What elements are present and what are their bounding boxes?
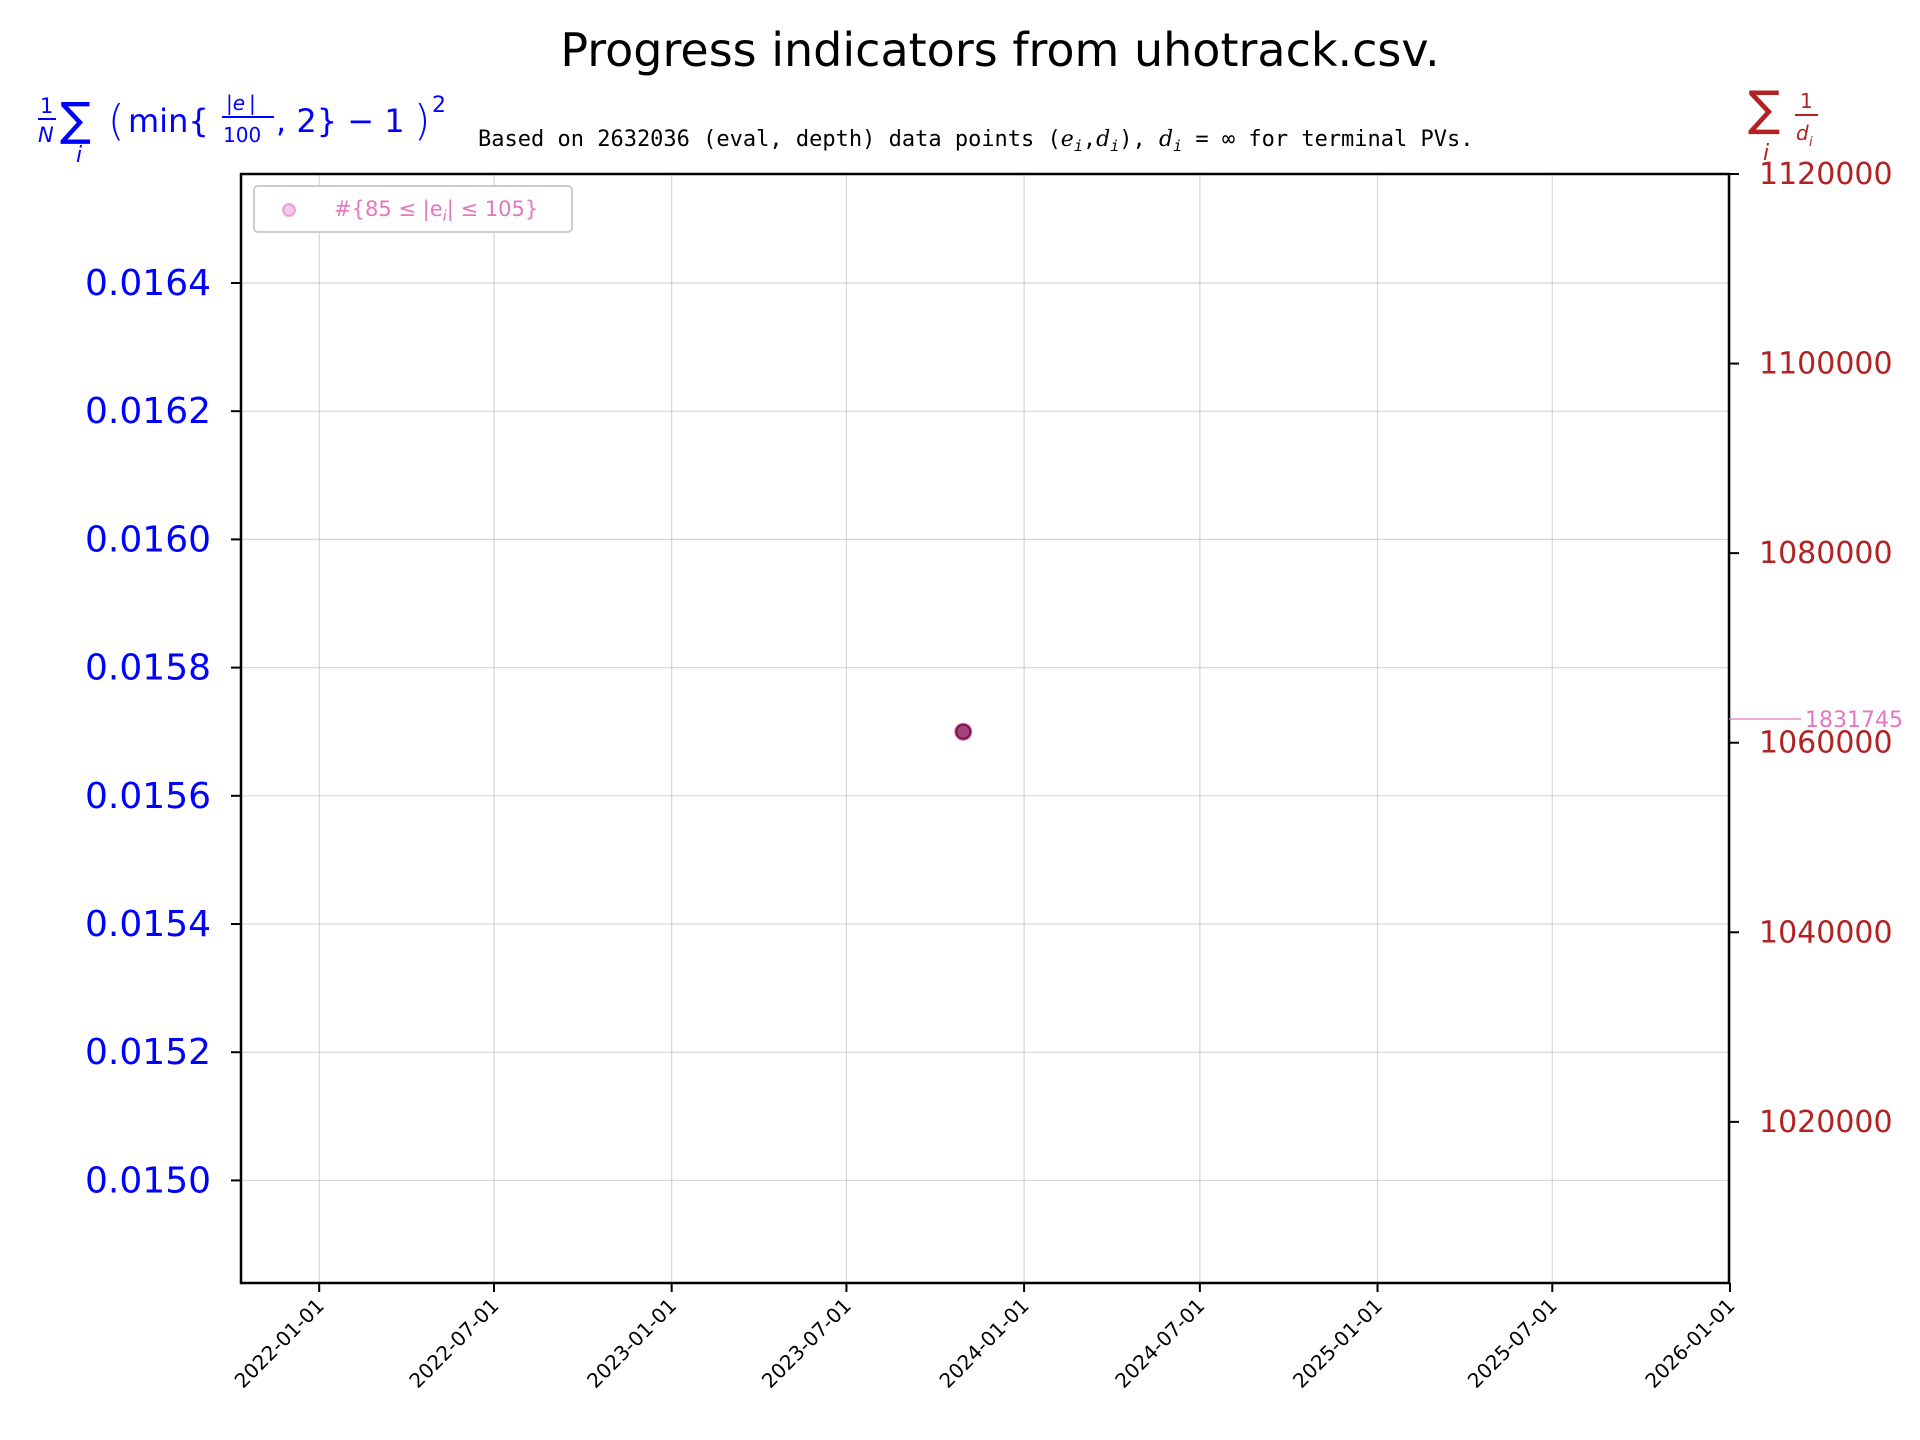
svg-text:N: N	[38, 123, 54, 147]
left-tick-label: 0.0150	[85, 1160, 211, 1201]
svg-text:i: i	[1809, 135, 1813, 150]
x-tick-label: 2023-07-01	[757, 1294, 856, 1393]
x-tick-label: 2025-01-01	[1288, 1294, 1387, 1393]
right-tick-label: 1020000	[1759, 1105, 1893, 1140]
svg-text:(: (	[108, 96, 124, 145]
svg-text:|e: |e	[226, 91, 245, 115]
left-tick-label: 0.0152	[85, 1032, 211, 1073]
svg-text:2: 2	[432, 93, 446, 118]
left-axis-label: 1 N ∑ i ( min{ |e | 100 , 2} − 1 ) 2	[38, 91, 446, 168]
right-tick-label: 1060000	[1759, 726, 1893, 761]
x-tick-label: 2023-01-01	[582, 1294, 681, 1393]
legend-marker	[282, 203, 296, 217]
svg-text:d: d	[1796, 121, 1809, 145]
svg-text:100: 100	[223, 123, 261, 147]
x-tick-label: 2022-01-01	[230, 1294, 329, 1393]
left-axis: 0.0150 0.0152 0.0154 0.0156 0.0158 0.0160 0.01…	[85, 263, 241, 1201]
svg-text:i: i	[1763, 141, 1769, 166]
x-tick-label: 2024-07-01	[1110, 1294, 1209, 1393]
x-tick-label: 2024-01-01	[934, 1294, 1033, 1393]
grid	[241, 174, 1731, 1283]
right-tick-label: 1100000	[1759, 347, 1893, 382]
left-tick-label: 0.0156	[85, 776, 211, 817]
legend-entry: #{85 ≤ |ei| ≤ 105}	[334, 197, 538, 225]
chart-title: Progress indicators from uhotrack.csv.	[560, 23, 1439, 77]
x-tick-label: 2026-01-01	[1640, 1294, 1739, 1393]
left-tick-label: 0.0158	[85, 648, 211, 689]
svg-text:min{: min{	[128, 102, 209, 140]
plot-frame	[239, 172, 1731, 1285]
svg-text:∑: ∑	[1748, 81, 1780, 137]
left-tick-label: 0.0160	[85, 519, 211, 560]
data-point-dark	[955, 723, 972, 740]
legend: #{85 ≤ |ei| ≤ 105}	[253, 185, 573, 233]
left-tick-label: 0.0162	[85, 391, 211, 432]
x-axis: 2022-01-01 2022-07-01 2023-01-01 2023-07-01…	[230, 1283, 1740, 1393]
x-tick-label: 2022-07-01	[404, 1294, 503, 1393]
left-tick-label: 0.0164	[85, 263, 211, 304]
svg-text:1: 1	[40, 94, 53, 118]
right-axis-label: ∑ i 1 d i	[1748, 81, 1818, 166]
data-points: 1831745	[954, 708, 1903, 741]
value-marker-label: 1831745	[1805, 708, 1903, 733]
right-tick-label: 1080000	[1759, 536, 1893, 571]
svg-text:): )	[414, 96, 430, 145]
x-tick-label: 2025-07-01	[1463, 1294, 1562, 1393]
svg-text:1: 1	[1800, 89, 1813, 113]
svg-text:|: |	[249, 91, 256, 115]
right-tick-label: 1040000	[1759, 915, 1893, 950]
right-tick-label: 1120000	[1759, 157, 1893, 192]
svg-text:, 2} − 1: , 2} − 1	[276, 102, 405, 140]
chart-subtitle: Based on 2632036 (eval, depth) data poin…	[478, 127, 1474, 155]
svg-text:i: i	[76, 143, 82, 168]
legend-box	[253, 185, 573, 233]
left-tick-label: 0.0154	[85, 904, 211, 945]
right-axis: 1020000 1040000 1060000 1080000 1100000 11200…	[1729, 157, 1893, 1140]
svg-text:∑: ∑	[60, 92, 91, 146]
